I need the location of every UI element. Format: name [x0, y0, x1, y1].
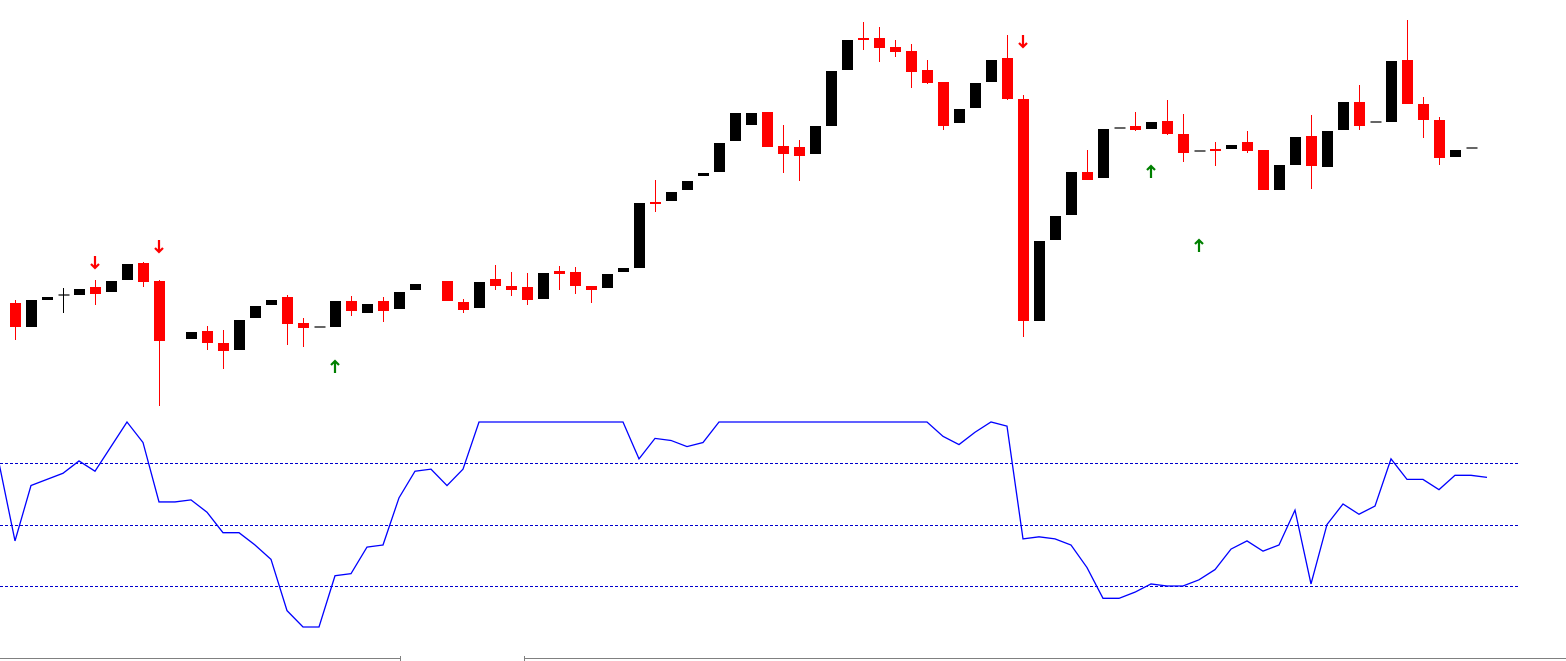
candle-body — [970, 83, 981, 108]
candle-body — [42, 297, 53, 300]
signal-arrow — [154, 240, 164, 254]
candle-body — [1050, 216, 1061, 240]
candle-body — [762, 112, 773, 147]
candle-body — [1130, 126, 1141, 130]
candle-body — [266, 300, 277, 305]
candle-body — [74, 289, 85, 295]
candle-body — [1338, 102, 1349, 130]
candle-body — [1210, 149, 1221, 151]
candle-body — [986, 60, 997, 82]
candle-body — [682, 181, 693, 190]
candle-body — [330, 301, 341, 327]
candle-body — [698, 173, 709, 176]
candle-body — [650, 202, 661, 204]
candle-body — [554, 271, 565, 274]
signal-arrow — [1018, 35, 1028, 49]
candle-body — [298, 323, 309, 328]
candle-body — [218, 343, 229, 351]
candle-body — [282, 297, 293, 324]
candle-body — [442, 281, 453, 301]
candle-body — [714, 143, 725, 172]
candle-body — [858, 38, 869, 40]
candle-body — [1354, 102, 1365, 126]
candle-body — [634, 203, 645, 268]
candle-body — [1258, 150, 1269, 190]
candle-body — [234, 320, 245, 350]
candle-body — [410, 284, 421, 290]
candle-body — [154, 281, 165, 341]
candle-body — [1418, 104, 1429, 120]
candle-body — [1002, 58, 1013, 99]
candle-body — [394, 292, 405, 309]
candle-body — [1034, 241, 1045, 321]
candle-body — [602, 274, 613, 288]
candle-body — [474, 282, 485, 308]
candle-body — [138, 263, 149, 282]
candle-body — [1290, 137, 1301, 165]
candle-body — [618, 268, 629, 272]
candle-body — [458, 302, 469, 310]
candle-body — [1082, 172, 1093, 180]
candle-body — [106, 281, 117, 292]
candle-body — [1274, 165, 1285, 190]
oscillator-line — [0, 420, 1488, 628]
signal-arrow — [1194, 238, 1204, 252]
candle-body — [794, 147, 805, 156]
candle-body — [1322, 131, 1333, 167]
candle-body — [122, 264, 133, 280]
candle-body — [938, 82, 949, 126]
candle-body — [1018, 99, 1029, 321]
candle-body — [746, 113, 757, 125]
candle-body — [842, 40, 853, 70]
candle-body — [202, 331, 213, 343]
candle-body — [1402, 60, 1413, 104]
candle-body — [1178, 134, 1189, 153]
candle-body — [538, 273, 549, 299]
candle-body — [906, 51, 917, 72]
candle-body — [90, 287, 101, 294]
candle-body — [362, 304, 373, 313]
candle-body — [826, 71, 837, 126]
candle-body — [1146, 122, 1157, 129]
signal-arrow — [90, 256, 100, 270]
candle-body — [666, 192, 677, 201]
candle-body — [586, 286, 597, 290]
candle-body — [490, 279, 501, 286]
signal-arrow — [1146, 164, 1156, 178]
candle-body — [1434, 120, 1445, 158]
candle-body — [26, 300, 37, 327]
candle-body — [506, 286, 517, 290]
signal-arrow — [330, 359, 340, 373]
candle-body — [810, 126, 821, 154]
candle-body — [570, 272, 581, 286]
candle-body — [1066, 172, 1077, 215]
candle-body — [1306, 136, 1317, 166]
candle-body — [922, 70, 933, 83]
candle-body — [250, 306, 261, 318]
candle-body — [346, 301, 357, 311]
candle-body — [1098, 129, 1109, 178]
candle-body — [890, 47, 901, 52]
candle-body — [378, 301, 389, 311]
tab-bar — [0, 656, 1566, 661]
candle-body — [186, 332, 197, 339]
candle-body — [1386, 61, 1397, 122]
candle-body — [954, 109, 965, 123]
candle-body — [1450, 150, 1461, 157]
candle-body — [522, 287, 533, 300]
candle-body — [778, 146, 789, 154]
candle-body — [874, 38, 885, 48]
candle-body — [10, 303, 21, 327]
candle-body — [1162, 121, 1173, 134]
candle-body — [730, 113, 741, 141]
candle-body — [1242, 142, 1253, 151]
candle-body — [1226, 145, 1237, 149]
